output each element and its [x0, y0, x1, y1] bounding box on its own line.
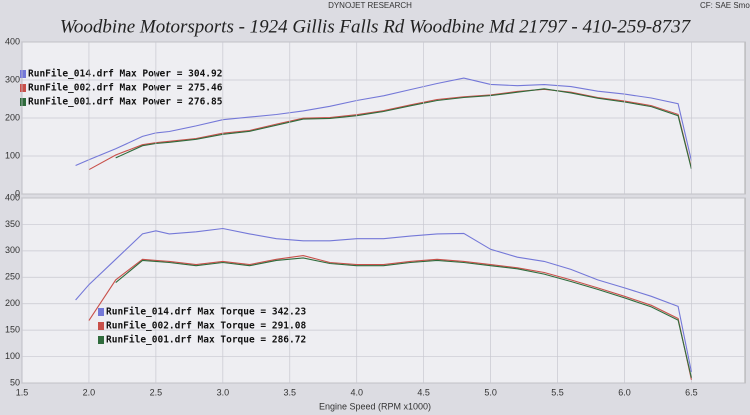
- x-tick-label: 4.0: [350, 387, 363, 397]
- legend-entry: RunFile_001.drf Max Power = 276.85: [28, 97, 223, 108]
- legend-swatch: [98, 322, 104, 330]
- y-tick-label: 0: [15, 188, 20, 198]
- series-line: [115, 88, 692, 170]
- x-tick-label: 3.0: [217, 387, 230, 397]
- y-tick-label: 300: [5, 74, 20, 84]
- x-tick-label: 4.5: [417, 387, 430, 397]
- x-tick-label: 5.0: [484, 387, 497, 397]
- x-tick-label: 2.0: [83, 387, 96, 397]
- x-tick-label: 5.5: [551, 387, 564, 397]
- series-line: [75, 77, 692, 167]
- x-axis-label: Engine Speed (RPM x1000): [319, 401, 431, 411]
- chart-title: Woodbine Motorsports - 1924 Gillis Falls…: [60, 16, 692, 37]
- series-line: [75, 227, 692, 373]
- legend-swatch: [98, 336, 104, 344]
- settings: CF: SAE Smoot: [700, 1, 750, 10]
- x-tick-label: 3.5: [284, 387, 297, 397]
- x-tick-label: 1.5: [16, 387, 29, 397]
- y-tick-label: 100: [5, 150, 20, 160]
- brand: DYNOJET RESEARCH: [328, 1, 412, 10]
- series-line: [88, 88, 692, 171]
- y-tick-label: 350: [5, 219, 20, 229]
- series-line: [115, 257, 692, 378]
- x-tick-label: 2.5: [150, 387, 163, 397]
- legend-entry: RunFile_001.drf Max Torque = 286.72: [106, 335, 306, 346]
- legend-swatch: [20, 84, 26, 92]
- y-tick-label: 50: [10, 377, 20, 387]
- legend-entry: RunFile_002.drf Max Power = 275.46: [28, 83, 223, 94]
- y-tick-label: 250: [5, 272, 20, 282]
- y-tick-label: 400: [5, 192, 20, 202]
- y-tick-label: 400: [5, 36, 20, 46]
- y-tick-label: 150: [5, 325, 20, 335]
- y-tick-label: 200: [5, 298, 20, 308]
- legend-swatch: [20, 70, 26, 78]
- y-tick-label: 100: [5, 351, 20, 361]
- legend-entry: RunFile_014.drf Max Torque = 342.23: [106, 307, 306, 318]
- legend-entry: RunFile_014.drf Max Power = 304.92: [28, 69, 222, 80]
- legend-swatch: [98, 308, 104, 316]
- legend-entry: RunFile_002.drf Max Torque = 291.08: [106, 321, 306, 332]
- y-tick-label: 300: [5, 245, 20, 255]
- x-tick-label: 6.5: [685, 387, 698, 397]
- torque-plot: [21, 197, 746, 384]
- y-tick-label: 200: [5, 112, 20, 122]
- series-line: [88, 255, 692, 380]
- x-tick-label: 6.0: [618, 387, 631, 397]
- legend-swatch: [20, 98, 26, 106]
